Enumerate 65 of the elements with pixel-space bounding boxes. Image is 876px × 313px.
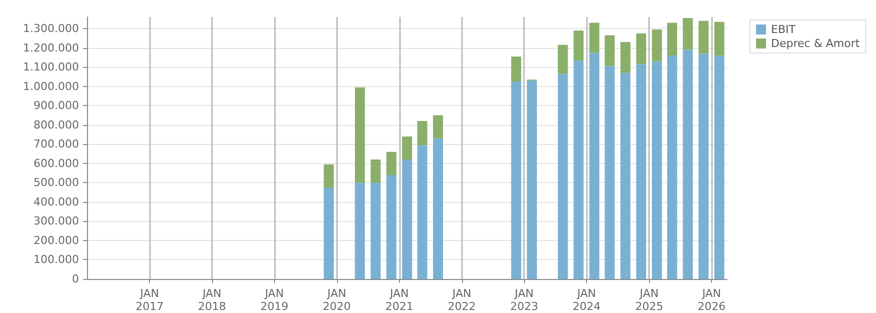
bar	[682, 50, 693, 279]
bar	[558, 44, 568, 74]
y-tick-label: 700.000	[34, 138, 79, 151]
bar	[620, 72, 630, 279]
y-tick-label: 600.000	[34, 156, 79, 170]
bar	[682, 18, 693, 50]
y-tick-label: 800.000	[34, 118, 79, 132]
bar	[417, 121, 428, 146]
bar	[324, 187, 334, 279]
bar	[574, 30, 584, 60]
y-tick-label: 900.000	[34, 99, 79, 112]
bar	[574, 60, 584, 279]
y-tick-label: 300.000	[34, 214, 79, 228]
bar	[402, 136, 412, 160]
bar	[636, 64, 646, 279]
y-tick-label: 0	[72, 272, 79, 286]
bar	[589, 52, 600, 279]
bar	[714, 56, 724, 279]
bar	[589, 22, 600, 53]
bar	[386, 174, 396, 279]
x-tick-label: JAN 2020	[322, 287, 351, 313]
bar	[604, 66, 615, 279]
bar	[620, 42, 630, 73]
y-tick-label: 200.000	[34, 234, 79, 247]
bar	[511, 82, 522, 279]
bar	[652, 61, 662, 279]
bar	[402, 160, 412, 279]
x-tick-label: JAN 2021	[385, 287, 414, 313]
legend-label: Deprec & Amort	[771, 37, 860, 50]
bar	[714, 22, 724, 56]
bar	[324, 164, 334, 188]
x-tick-label: JAN 2025	[635, 287, 664, 313]
y-tick-label: 400.000	[34, 195, 79, 208]
bar	[354, 182, 365, 279]
bar	[636, 33, 646, 64]
bar	[667, 22, 678, 56]
bar	[698, 54, 709, 279]
y-tick-label: 1.300.000	[23, 22, 79, 36]
x-tick-label: JAN 2022	[448, 287, 476, 313]
bar	[652, 30, 662, 62]
bar	[526, 80, 537, 279]
y-tick-label: 1.000.000	[23, 80, 79, 93]
bar	[558, 74, 568, 279]
bar	[370, 182, 381, 279]
y-tick-label: 100.000	[34, 253, 79, 266]
bar	[417, 145, 428, 279]
bar	[386, 152, 396, 175]
x-tick-label: JAN 2019	[260, 287, 288, 313]
bar	[370, 160, 381, 183]
bar	[667, 56, 678, 279]
x-tick-label: JAN 2024	[572, 287, 601, 313]
x-tick-label: JAN 2026	[698, 287, 726, 313]
y-tick-label: 1.100.000	[23, 60, 79, 74]
y-tick-label: 500.000	[34, 176, 79, 190]
legend-label: EBIT	[771, 23, 796, 36]
x-tick-label: JAN 2018	[198, 287, 226, 313]
x-tick-label: JAN 2017	[136, 287, 164, 313]
bar	[433, 138, 444, 279]
bar	[604, 35, 615, 66]
bar	[698, 20, 709, 54]
bar	[433, 115, 444, 138]
bar	[511, 56, 522, 82]
x-tick-label: JAN 2023	[510, 287, 538, 313]
y-tick-label: 1.200.000	[23, 41, 79, 54]
bar	[354, 87, 365, 183]
